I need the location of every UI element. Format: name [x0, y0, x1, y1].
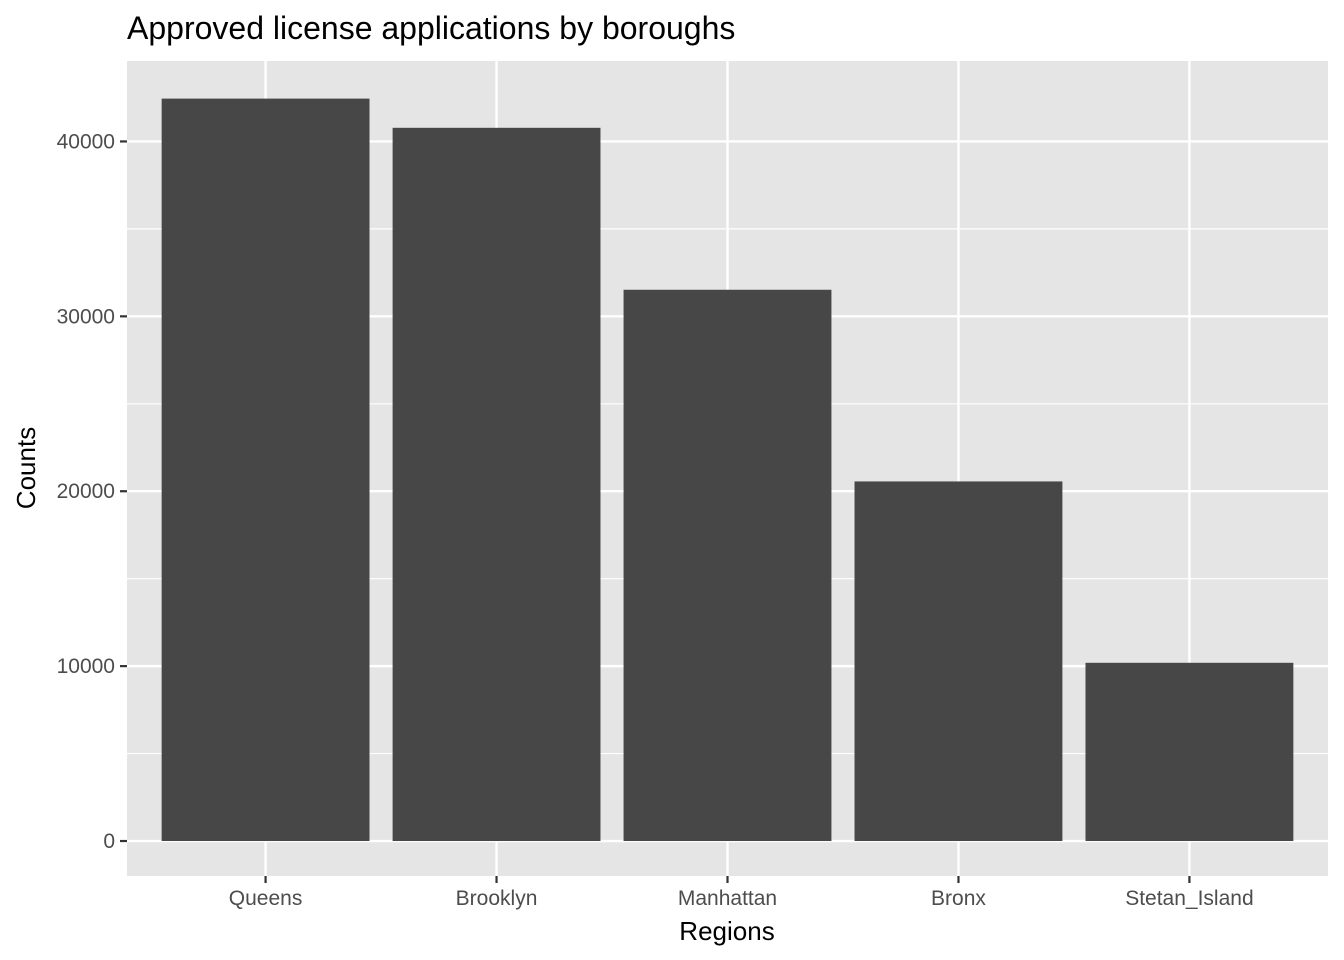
bars — [161, 98, 1294, 842]
x-tick-label: Queens — [229, 887, 303, 910]
y-tick-label: 0 — [103, 830, 115, 853]
y-tick-label: 40000 — [57, 130, 115, 153]
x-tick-label: Manhattan — [678, 887, 777, 910]
x-tick-label: Bronx — [931, 887, 986, 910]
x-tick-label: Stetan_Island — [1125, 887, 1253, 910]
bar — [161, 98, 370, 842]
x-axis-title: Regions — [679, 916, 774, 946]
bar — [854, 481, 1063, 842]
bar — [623, 289, 832, 842]
bar — [1085, 662, 1294, 842]
y-tick-label: 20000 — [57, 480, 115, 503]
x-axis: Queens Brooklyn Manhattan Bronx Stetan_Islan… — [229, 876, 1254, 910]
y-axis-title: Counts — [11, 427, 41, 509]
bar — [392, 127, 601, 842]
y-axis: 0 10000 20000 30000 40000 — [57, 130, 127, 853]
y-tick-label: 30000 — [57, 305, 115, 328]
x-tick-label: Brooklyn — [456, 887, 538, 910]
y-tick-label: 10000 — [57, 655, 115, 678]
chart-title: Approved license applications by borough… — [127, 10, 735, 46]
